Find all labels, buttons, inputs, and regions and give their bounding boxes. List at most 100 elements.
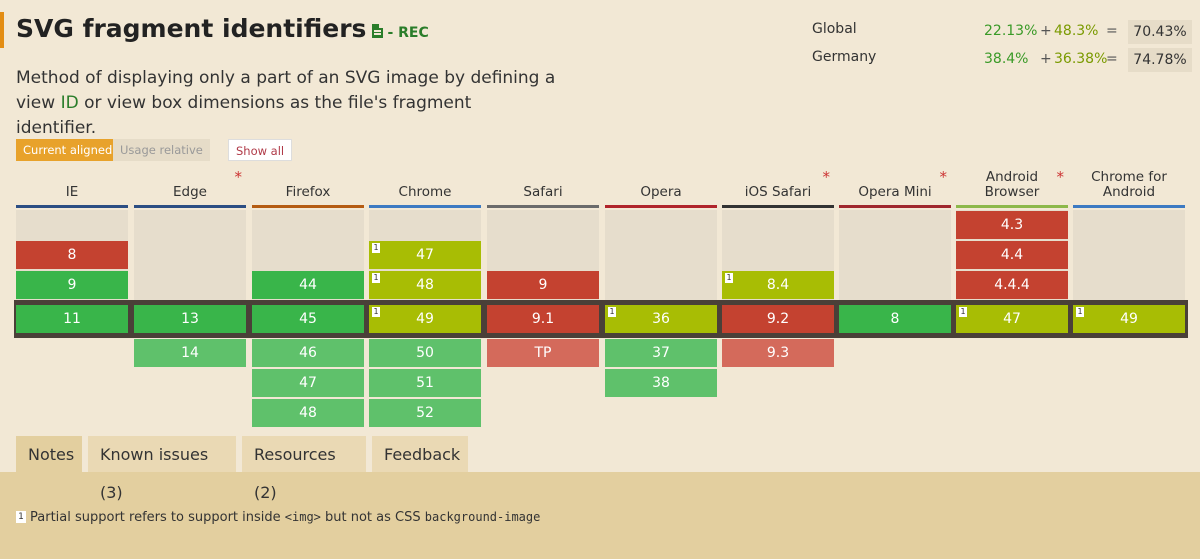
note-marker: 1 — [608, 307, 616, 317]
version-label: 9.2 — [766, 311, 790, 327]
browser-color-bar — [252, 205, 364, 208]
browser-color-bar — [134, 205, 246, 208]
browser-header-safari[interactable]: Safari — [487, 166, 599, 208]
browser-color-bar — [487, 205, 599, 208]
asterisk: * — [1056, 168, 1065, 186]
version-label: 9.1 — [531, 311, 555, 327]
version-cell[interactable]: 4.3 — [956, 211, 1068, 239]
browser-name: Safari — [523, 184, 563, 200]
note-marker: 1 — [1076, 307, 1084, 317]
version-cell[interactable]: 4.4 — [956, 241, 1068, 269]
version-cell[interactable]: 47 1 — [369, 241, 481, 269]
show-all-button[interactable]: Show all — [228, 139, 293, 161]
version-cell[interactable]: 4.4.4 — [956, 271, 1068, 299]
version-label: 47 — [416, 247, 434, 263]
version-cell[interactable]: 8 — [16, 241, 128, 269]
version-cell[interactable]: 11 — [16, 305, 128, 333]
version-cell[interactable]: 48 — [252, 399, 364, 427]
version-cell[interactable]: 9 — [487, 271, 599, 299]
browser-name: iOS Safari — [744, 184, 812, 200]
version-label: 52 — [416, 405, 434, 421]
browser-header-ie[interactable]: IE — [16, 166, 128, 208]
equals-sign: = — [1106, 23, 1118, 39]
version-label: 38 — [652, 375, 670, 391]
tab-resources-2[interactable]: Resources (2) — [242, 436, 366, 502]
feature-description: Method of displaying only a part of an S… — [16, 68, 556, 138]
version-cell[interactable]: 38 — [605, 369, 717, 397]
version-cell[interactable]: 37 — [605, 339, 717, 367]
note-marker: 1 — [372, 243, 380, 253]
version-cell[interactable]: 9.1 — [487, 305, 599, 333]
plus-sign: + — [1040, 23, 1052, 39]
browser-header-chrome[interactable]: Chrome — [369, 166, 481, 208]
version-label: 46 — [299, 345, 317, 361]
browser-color-bar — [16, 205, 128, 208]
browser-name: IE — [65, 184, 79, 200]
version-cell[interactable]: 45 — [252, 305, 364, 333]
version-cell[interactable]: 47 1 — [956, 305, 1068, 333]
footnote: 1 Partial support refers to support insid… — [16, 510, 540, 525]
tab-notes[interactable]: Notes — [16, 436, 82, 472]
browser-header-edge[interactable]: Edge * — [134, 166, 246, 208]
version-cell[interactable]: 36 1 — [605, 305, 717, 333]
version-label: 8 — [890, 311, 900, 327]
version-cell[interactable]: 47 — [252, 369, 364, 397]
browser-color-bar — [956, 205, 1068, 208]
version-cell[interactable]: 48 1 — [369, 271, 481, 299]
document-icon[interactable] — [372, 24, 384, 38]
version-cell[interactable]: 13 — [134, 305, 246, 333]
id-link[interactable]: ID — [60, 93, 79, 113]
version-cell[interactable]: 49 1 — [1073, 305, 1185, 333]
asterisk: * — [822, 168, 831, 186]
version-label: 48 — [299, 405, 317, 421]
browser-name: Android Browser — [984, 169, 1040, 200]
version-cell[interactable]: 44 — [252, 271, 364, 299]
browser-header-opera[interactable]: Opera — [605, 166, 717, 208]
browser-header-operamini[interactable]: Opera Mini * — [839, 166, 951, 208]
note-marker: 1 — [959, 307, 967, 317]
browser-header-chromeandroid[interactable]: Chrome for Android — [1073, 166, 1185, 208]
usage-relative-button[interactable]: Usage relative — [113, 139, 210, 161]
browser-header-ios[interactable]: iOS Safari * — [722, 166, 834, 208]
version-label: 4.3 — [1000, 217, 1024, 233]
version-cell[interactable]: 50 — [369, 339, 481, 367]
status-badge[interactable]: - REC — [387, 25, 429, 41]
partial-support-value: 36.38% — [1054, 51, 1108, 67]
current-aligned-button[interactable]: Current aligned — [16, 139, 120, 161]
column-background — [605, 210, 717, 300]
version-label: 9 — [67, 277, 77, 293]
browser-name: Edge — [173, 184, 207, 200]
version-label: 49 — [416, 311, 434, 327]
version-label: TP — [534, 345, 552, 361]
version-label: 14 — [181, 345, 199, 361]
version-label: 51 — [416, 375, 434, 391]
browser-name: Chrome — [398, 184, 452, 200]
version-cell[interactable]: 51 — [369, 369, 481, 397]
region-label: Germany — [812, 49, 877, 65]
stat-row-germany: Germany 38.4% + 36.38% = 74.78% — [812, 48, 1192, 72]
note-marker: 1 — [372, 273, 380, 283]
version-cell[interactable]: 8 — [839, 305, 951, 333]
version-cell[interactable]: 14 — [134, 339, 246, 367]
version-label: 9.3 — [766, 345, 790, 361]
browser-header-firefox[interactable]: Firefox — [252, 166, 364, 208]
version-cell[interactable]: 49 1 — [369, 305, 481, 333]
note-marker: 1 — [725, 273, 733, 283]
tab-known-issues-3[interactable]: Known issues (3) — [88, 436, 236, 502]
browser-color-bar — [722, 205, 834, 208]
browser-header-android[interactable]: Android Browser * — [956, 166, 1068, 208]
version-cell[interactable]: 8.4 1 — [722, 271, 834, 299]
version-label: 49 — [1120, 311, 1138, 327]
total-support-value: 70.43% — [1128, 20, 1192, 44]
version-cell[interactable]: TP — [487, 339, 599, 367]
plus-sign: + — [1040, 51, 1052, 67]
version-cell[interactable]: 9 — [16, 271, 128, 299]
version-label: 13 — [181, 311, 199, 327]
version-cell[interactable]: 46 — [252, 339, 364, 367]
version-cell[interactable]: 9.2 — [722, 305, 834, 333]
version-label: 4.4 — [1000, 247, 1024, 263]
version-cell[interactable]: 52 — [369, 399, 481, 427]
tab-feedback[interactable]: Feedback — [372, 436, 468, 472]
version-cell[interactable]: 9.3 — [722, 339, 834, 367]
browser-name: Chrome for Android — [1091, 169, 1167, 200]
